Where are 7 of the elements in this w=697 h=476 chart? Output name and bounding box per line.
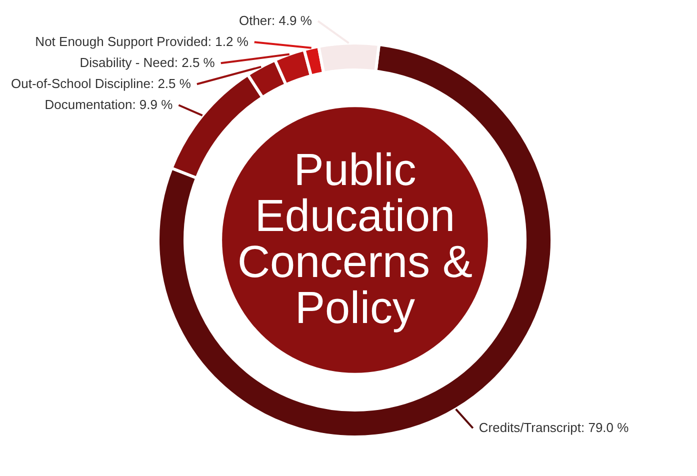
slice-label: Other: 4.9 % [238,13,312,28]
slice-label: Disability - Need: 2.5 % [80,55,216,70]
text: Public Education Concerns & Policy [237,144,473,333]
slice-label: Documentation: 9.9 % [44,97,174,112]
slice-label: Not Enough Support Provided: 1.2 % [35,34,249,50]
slice-label: Credits/Transcript: 79.0 % [478,420,630,436]
slice-label: Out-of-School Discipline: 2.5 % [11,76,192,92]
